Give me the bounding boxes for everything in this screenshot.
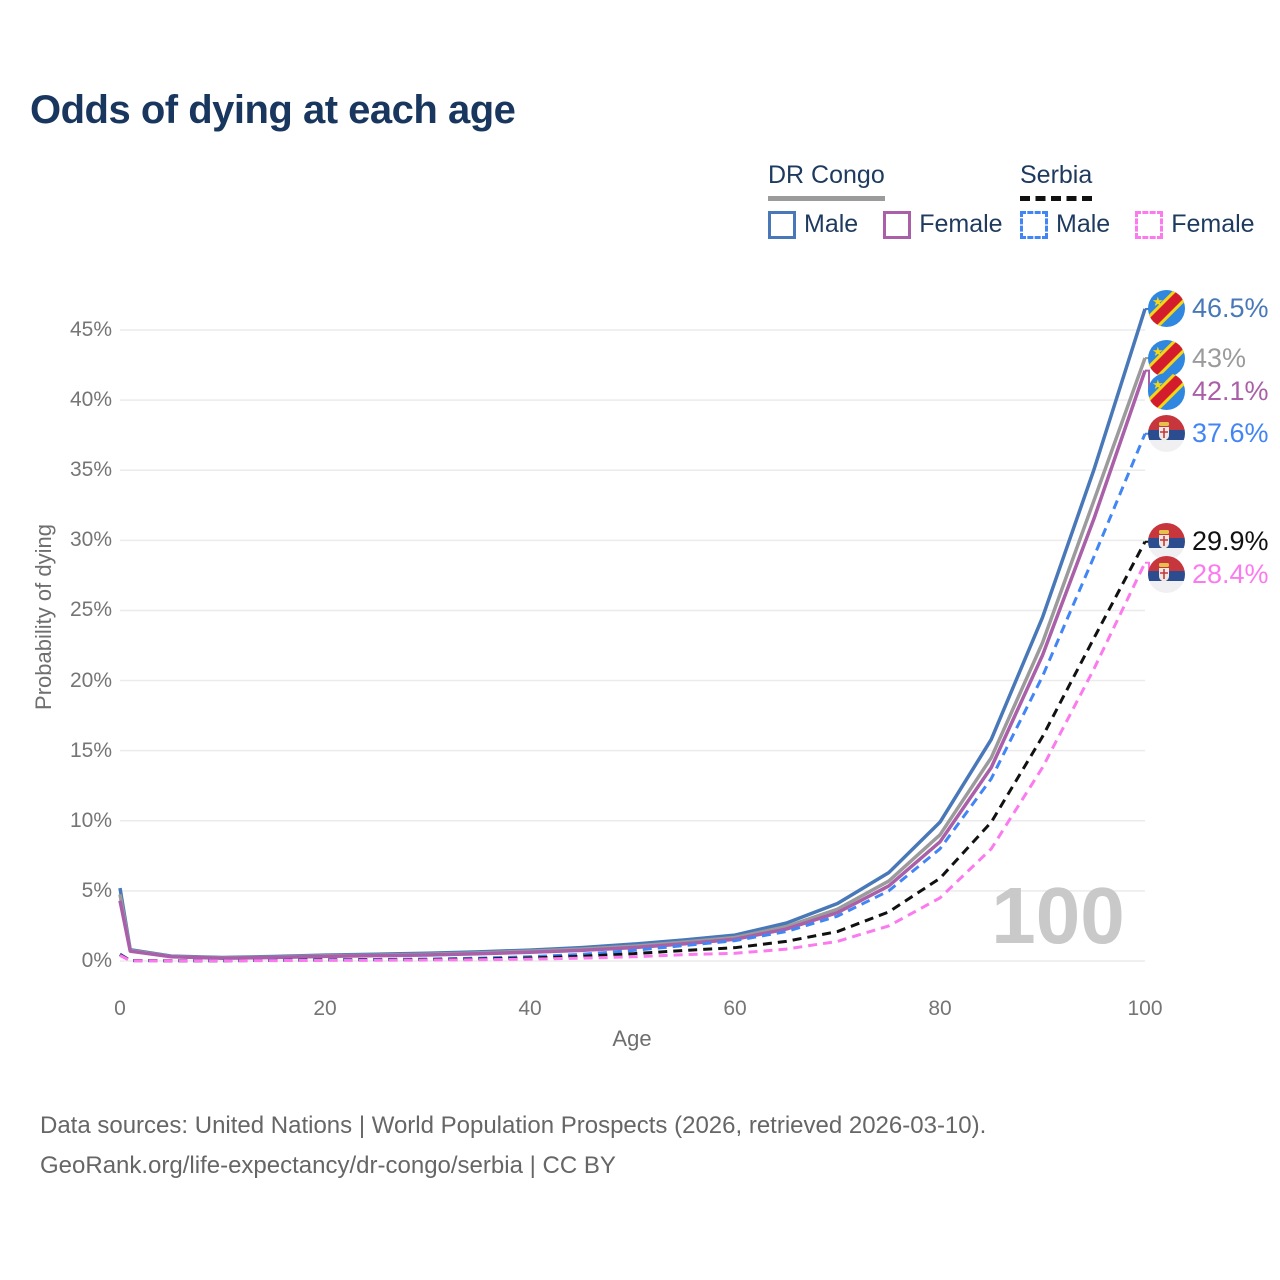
legend-label-serbia-female[interactable]: Female xyxy=(1171,210,1255,238)
y-tick-label: 10% xyxy=(69,808,112,832)
y-tick-label: 5% xyxy=(81,878,112,902)
y-tick-label: 35% xyxy=(69,458,112,482)
y-tick-label: 25% xyxy=(69,598,112,622)
series-end-label-dr-congo-male: ★ 46.5% xyxy=(1148,290,1269,328)
x-tick-label: 80 xyxy=(928,997,952,1020)
drc-flag-icon: ★ xyxy=(1148,290,1185,328)
series-end-label-serbia-female: 28.4% xyxy=(1148,556,1269,594)
legend-swatch-drc-male[interactable] xyxy=(768,210,796,239)
svg-text:★: ★ xyxy=(1152,344,1164,359)
legend-country-serbia[interactable]: Serbia xyxy=(1020,161,1093,201)
drc-flag-icon: ★ xyxy=(1148,339,1185,377)
series-line-serbia-female xyxy=(119,562,1147,963)
series-end-label-dr-congo: ★ 43% xyxy=(1148,339,1247,377)
series-end-value: 28.4% xyxy=(1192,559,1269,590)
y-tick-label: 40% xyxy=(69,388,112,412)
footer: Data sources: United Nations | World Pop… xyxy=(40,1106,986,1186)
series-line-dr-congo xyxy=(118,357,1147,960)
legend-swatch-serbia-male[interactable] xyxy=(1020,210,1048,239)
legend-label-serbia-male[interactable]: Male xyxy=(1056,210,1111,238)
svg-text:★: ★ xyxy=(1152,377,1164,392)
x-tick-label: 20 xyxy=(313,997,337,1020)
series-end-label-serbia-male: 37.6% xyxy=(1148,415,1269,453)
legend-swatch-drc-female[interactable] xyxy=(883,210,912,239)
series-end-value: 29.9% xyxy=(1192,526,1269,557)
x-tick-label: 0 xyxy=(114,997,126,1020)
x-tick-label: 100 xyxy=(1127,997,1163,1020)
y-tick-label: 0% xyxy=(81,949,112,972)
y-tick-label: 45% xyxy=(69,318,112,341)
series-line-dr-congo-male xyxy=(118,308,1147,960)
legend-group-serbia: Serbia Male Female xyxy=(1020,161,1280,239)
series-end-value: 46.5% xyxy=(1192,293,1269,324)
y-tick-label: 20% xyxy=(69,668,112,692)
legend-swatch-serbia-female[interactable] xyxy=(1135,210,1164,239)
series-line-serbia xyxy=(119,541,1147,963)
series-line-serbia-male xyxy=(119,433,1147,963)
drc-flag-icon: ★ xyxy=(1148,372,1185,410)
watermark-age-100: 100 xyxy=(991,871,1124,960)
series-line-dr-congo-female xyxy=(118,370,1147,960)
legend-label-drc-male[interactable]: Male xyxy=(804,210,859,238)
series-end-label-serbia: 29.9% xyxy=(1148,523,1269,561)
page-title: Odds of dying at each age xyxy=(30,88,516,132)
serbia-flag-icon xyxy=(1148,556,1185,594)
series-end-value: 37.6% xyxy=(1192,418,1269,449)
x-axis-title: Age xyxy=(612,1026,652,1051)
x-tick-label: 40 xyxy=(518,997,542,1020)
series-end-label-dr-congo-female: ★ 42.1% xyxy=(1148,372,1269,410)
legend-country-dr-congo[interactable]: DR Congo xyxy=(768,161,885,201)
serbia-flag-icon xyxy=(1148,523,1185,561)
serbia-flag-icon xyxy=(1148,415,1185,453)
legend-label-drc-female[interactable]: Female xyxy=(919,210,1003,238)
y-tick-label: 30% xyxy=(69,528,112,552)
legend-group-dr-congo: DR Congo Male Female xyxy=(768,161,1028,239)
x-tick-label: 60 xyxy=(723,997,747,1020)
footer-source-line: Data sources: United Nations | World Pop… xyxy=(40,1112,987,1139)
series-end-value: 42.1% xyxy=(1192,375,1269,406)
y-tick-label: 15% xyxy=(69,738,112,762)
series-end-value: 43% xyxy=(1192,342,1247,373)
svg-text:★: ★ xyxy=(1152,294,1164,309)
footer-link-line[interactable]: GeoRank.org/life-expectancy/dr-congo/ser… xyxy=(40,1152,616,1179)
